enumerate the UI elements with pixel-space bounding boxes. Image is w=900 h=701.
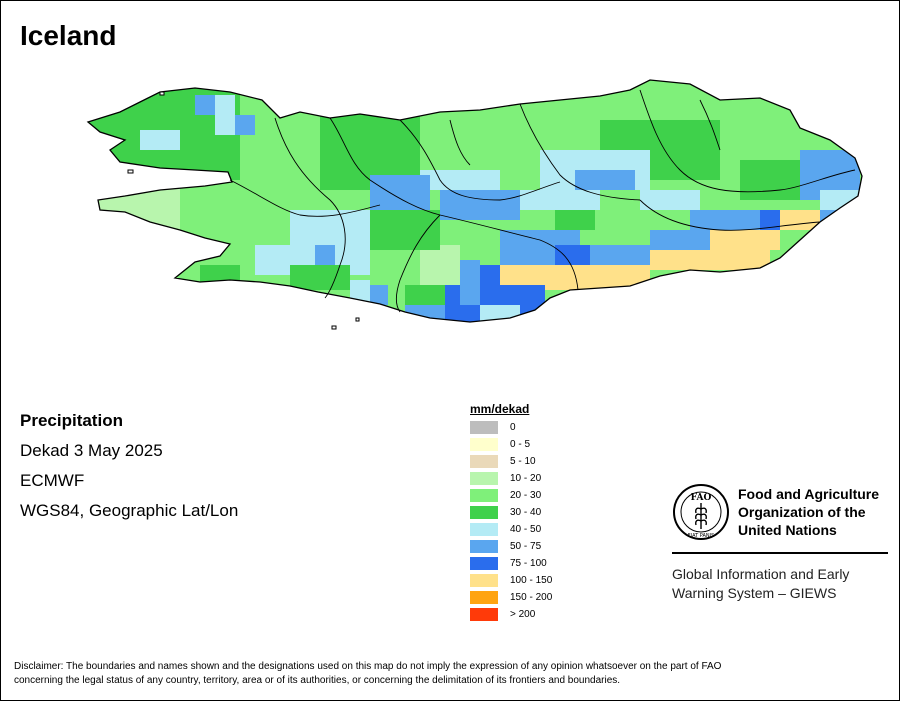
grid-southwest-30-40 xyxy=(290,265,350,290)
grid-cell-50-75 xyxy=(195,95,215,115)
svg-text:FAO: FAO xyxy=(691,493,712,503)
organization-name-line: Food and Agriculture xyxy=(738,486,880,502)
legend-label: 30 - 40 xyxy=(510,507,542,518)
organization-name-line: United Nations xyxy=(738,522,837,538)
grid-south-75-100 xyxy=(555,245,590,265)
grid-cell-40-50 xyxy=(215,95,235,135)
legend-swatch xyxy=(470,557,498,570)
legend-swatch xyxy=(470,608,498,621)
giews-line: Warning System – GIEWS xyxy=(672,585,837,601)
map-info: Precipitation Dekad 3 May 2025 ECMWF WGS… xyxy=(20,406,238,526)
precipitation-grid xyxy=(88,80,862,322)
organization-name: Food and Agriculture Organization of the… xyxy=(738,485,898,539)
legend-label: 150 - 200 xyxy=(510,592,553,603)
grid-east-50-75 xyxy=(820,210,860,240)
grid-east-40-50 xyxy=(820,190,860,210)
legend-item: 150 - 200 xyxy=(470,589,552,606)
giews-label: Global Information and Early Warning Sys… xyxy=(672,565,888,603)
legend-swatch xyxy=(470,506,498,519)
legend-item: 0 xyxy=(470,419,552,436)
legend-item: > 200 xyxy=(470,606,552,623)
grid-east-75-100 xyxy=(760,210,780,230)
legend-label: 0 - 5 xyxy=(510,439,531,450)
grid-central-50-75 xyxy=(440,190,520,220)
grid-central-30-40 xyxy=(555,210,595,230)
legend-item: 0 - 5 xyxy=(470,436,552,453)
grid-south-50-75 xyxy=(460,260,480,305)
grid-west-10-20 xyxy=(88,180,180,230)
giews-line: Global Information and Early xyxy=(672,566,850,582)
legend-item: 100 - 150 xyxy=(470,572,552,589)
region-boundaries xyxy=(229,89,856,313)
legend-item: 10 - 20 xyxy=(470,470,552,487)
legend-item: 20 - 30 xyxy=(470,487,552,504)
legend-item: 5 - 10 xyxy=(470,453,552,470)
legend-item: 40 - 50 xyxy=(470,521,552,538)
legend-swatch xyxy=(470,540,498,553)
legend-title: mm/dekad xyxy=(470,402,530,416)
legend-swatch xyxy=(470,574,498,587)
offshore-islands xyxy=(127,91,360,330)
legend-label: > 200 xyxy=(510,609,536,620)
grid-east-30-40 xyxy=(740,160,800,200)
fao-logo-icon: FAO FIAT PANIS xyxy=(673,484,729,540)
grid-south-40-50 xyxy=(480,305,520,322)
grid-northwest-30-40 xyxy=(88,80,240,180)
grid-south-75-100 xyxy=(480,265,500,290)
disclaimer-line: concerning the legal status of any count… xyxy=(14,675,621,686)
legend-label: 10 - 20 xyxy=(510,473,542,484)
disclaimer: Disclaimer: The boundaries and names sho… xyxy=(14,660,889,688)
grid-south-50-75 xyxy=(590,245,650,265)
legend-label: 40 - 50 xyxy=(510,524,542,535)
legend-item: 75 - 100 xyxy=(470,555,552,572)
branding-divider xyxy=(672,552,888,554)
legend-swatch xyxy=(470,421,498,434)
legend-label: 100 - 150 xyxy=(510,575,553,586)
map-title: Iceland xyxy=(20,20,117,51)
grid-southeast-50-75 xyxy=(650,230,710,250)
legend-label: 20 - 30 xyxy=(510,490,542,501)
precipitation-map xyxy=(87,79,863,330)
grid-cell-40-50 xyxy=(140,130,180,150)
legend-swatch xyxy=(470,472,498,485)
grid-central-50-75 xyxy=(575,170,635,190)
grid-southwest-50-75 xyxy=(368,285,388,305)
projection-label: WGS84, Geographic Lat/Lon xyxy=(20,501,239,520)
grid-central-40-50 xyxy=(420,170,500,190)
legend-swatch xyxy=(470,438,498,451)
variable-heading: Precipitation xyxy=(20,411,123,430)
legend-label: 50 - 75 xyxy=(510,541,542,552)
organization-name-line: Organization of the xyxy=(738,504,866,520)
legend-label: 0 xyxy=(510,422,516,433)
grid-south-30-40 xyxy=(405,285,445,305)
period-label: Dekad 3 May 2025 xyxy=(20,441,163,460)
legend-swatch xyxy=(470,523,498,536)
disclaimer-line: Disclaimer: The boundaries and names sho… xyxy=(14,661,722,672)
grid-central-40-50 xyxy=(520,190,600,210)
grid-east-40-50 xyxy=(640,190,700,210)
grid-east-50-75 xyxy=(690,210,780,230)
grid-cell-50-75 xyxy=(235,115,255,135)
legend-label: 5 - 10 xyxy=(510,456,536,467)
legend-label: 75 - 100 xyxy=(510,558,547,569)
legend-swatch xyxy=(470,455,498,468)
legend-item: 50 - 75 xyxy=(470,538,552,555)
legend-item: 30 - 40 xyxy=(470,504,552,521)
svg-text:FIAT PANIS: FIAT PANIS xyxy=(688,533,715,539)
grid-south-10-20 xyxy=(420,245,460,285)
source-label: ECMWF xyxy=(20,471,85,490)
map-legend: mm/dekad 0 0 - 5 5 - 10 10 - 20 20 - 30 … xyxy=(470,402,552,623)
legend-swatch xyxy=(470,489,498,502)
grid-southwest-40-50 xyxy=(255,245,295,275)
grid-west-30-40 xyxy=(370,210,440,250)
grid-southeast-100-150 xyxy=(710,230,780,250)
legend-swatch xyxy=(470,591,498,604)
grid-west-50-75 xyxy=(370,175,430,210)
grid-southwest-50-75 xyxy=(315,245,335,265)
grid-southeast-100-150 xyxy=(650,250,770,270)
